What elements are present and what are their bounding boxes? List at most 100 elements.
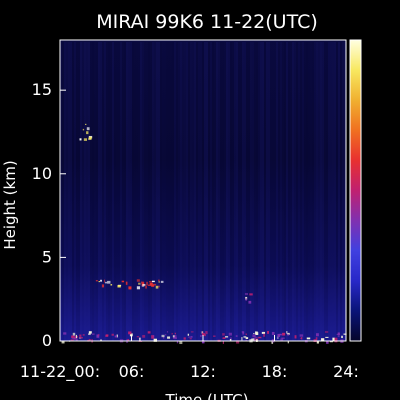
echo-pixel (149, 281, 153, 283)
echo-pixel (229, 339, 232, 341)
echo-pixel (282, 332, 286, 336)
echo-pixel (151, 335, 155, 339)
echo-pixel (107, 280, 111, 284)
echo-pixel (300, 337, 302, 339)
echo-pixel (267, 330, 269, 334)
echo-pixel (74, 335, 76, 339)
echo-pixel (287, 333, 290, 336)
echo-pixel (251, 338, 255, 341)
echo-pixel (151, 284, 155, 287)
y-tick-label: 5 (42, 247, 52, 266)
echo-pixel (110, 283, 113, 286)
upper-cloud-feature (79, 123, 93, 141)
echo-pixel (326, 340, 329, 344)
echo-pixel (160, 280, 164, 283)
echo-pixel (205, 331, 208, 335)
echo-pixel (163, 336, 165, 339)
echo-pixel (263, 333, 266, 337)
echo-pixel (164, 334, 167, 336)
y-axis-ticks: 0 5 10 15 (32, 80, 66, 350)
echo-pixel (139, 337, 141, 342)
echo-pixel (190, 331, 194, 333)
x-tick-label: 12: (190, 362, 216, 381)
echo-pixel (201, 340, 205, 344)
echo-pixel (179, 340, 183, 345)
echo-pixel (242, 331, 245, 335)
echo-pixel (88, 331, 92, 334)
chart-title: MIRAI 99K6 11-22(UTC) (96, 11, 318, 33)
echo-pixel (83, 138, 88, 141)
echo-pixel (146, 281, 149, 286)
echo-pixel (183, 337, 186, 340)
echo-pixel (188, 336, 191, 338)
echo-pixel (337, 332, 340, 336)
echo-pixel (278, 333, 282, 336)
echo-pixel (243, 336, 247, 338)
y-tick-label: 10 (32, 164, 52, 183)
echo-pixel (244, 292, 248, 296)
echo-pixel (189, 338, 192, 340)
echo-pixel (142, 284, 146, 286)
echo-pixel (254, 336, 258, 338)
echo-pixel (254, 331, 258, 335)
echo-pixel (324, 331, 329, 333)
echo-pixel (71, 335, 74, 338)
echo-pixel (142, 335, 146, 338)
echo-pixel (337, 335, 340, 337)
echo-pixel (294, 335, 297, 339)
echo-pixel (79, 138, 82, 141)
echo-pixel (253, 332, 255, 335)
echo-pixel (72, 332, 76, 336)
plot-background (60, 40, 346, 341)
echo-pixel (151, 280, 155, 283)
echo-pixel (152, 283, 157, 286)
echo-pixel (116, 334, 118, 338)
echo-pixel (117, 285, 121, 288)
echo-pixel (316, 340, 319, 344)
x-axis-label: Time (UTC) (165, 391, 249, 400)
echo-pixel (114, 335, 118, 338)
echo-pixel (75, 338, 78, 342)
echo-pixel (228, 332, 232, 336)
echo-pixel (84, 123, 87, 125)
echo-pixel (204, 334, 206, 337)
echo-pixel (161, 334, 165, 338)
echo-pixel (149, 282, 153, 286)
y-tick-label: 15 (32, 80, 52, 99)
echo-pixel (96, 334, 100, 338)
echo-pixel (315, 337, 318, 340)
echo-pixel (86, 127, 90, 131)
echo-pixel (223, 337, 225, 339)
echo-pixel (166, 331, 169, 333)
echo-pixel (325, 336, 329, 338)
echo-pixel (128, 286, 132, 290)
echo-pixel (105, 335, 109, 337)
echo-pixel (98, 281, 101, 283)
echo-pixel (172, 335, 175, 338)
echo-pixel (63, 332, 67, 335)
x-tick-label: 18: (262, 362, 288, 381)
echo-pixel (236, 340, 240, 344)
x-tick-label: 24: (333, 362, 359, 381)
echo-pixel (252, 334, 256, 338)
echo-pixel (315, 333, 319, 337)
echo-pixel (176, 340, 179, 344)
echo-pixel (281, 337, 285, 339)
echo-pixel (136, 336, 140, 338)
echo-pixel (95, 280, 98, 282)
reflectivity-field (60, 42, 346, 341)
echo-pixel (174, 332, 176, 335)
echo-pixel (136, 279, 140, 282)
echo-pixel (248, 300, 252, 304)
echo-pixel (88, 333, 91, 336)
echo-pixel (153, 338, 158, 342)
echo-pixel (121, 280, 125, 283)
echo-pixel (190, 335, 193, 338)
echo-pixel (225, 336, 229, 338)
echo-pixel (172, 337, 177, 339)
x-tick-label: 06: (119, 362, 145, 381)
echo-pixel (61, 340, 65, 344)
echo-pixel (147, 284, 151, 286)
echo-pixel (136, 286, 141, 290)
